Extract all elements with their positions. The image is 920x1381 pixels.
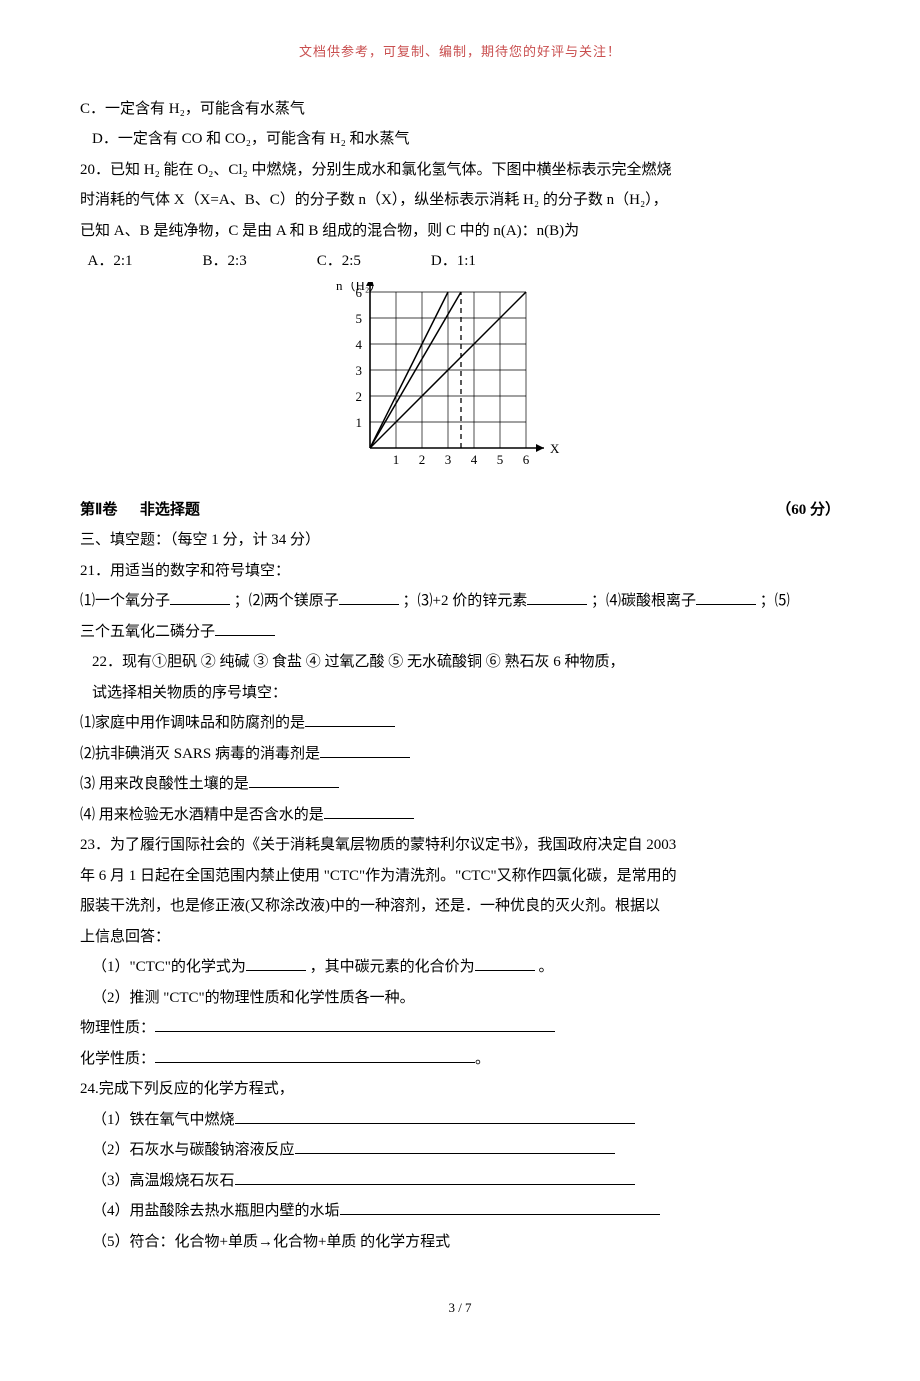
svg-text:n（H₂）: n（H₂） — [336, 282, 382, 293]
blank — [324, 801, 414, 819]
q23-chem-end: 。 — [475, 1051, 490, 1067]
q22-3: ⑶ 用来改良酸性土壤的是 — [80, 770, 840, 799]
q21-2: ；⑵两个镁原子 — [234, 593, 339, 609]
q22-1-text: ⑴家庭中用作调味品和防腐剂的是 — [80, 715, 305, 731]
q23-d: 上信息回答： — [80, 923, 840, 952]
q19-opt-d: D．一定含有 CO 和 CO₂，可能含有 H₂ 和水蒸气 — [80, 125, 840, 154]
q21-1: ⑴一个氧分子 — [80, 593, 170, 609]
blank — [235, 1106, 635, 1124]
q20-opt-c: C．2:5 — [317, 247, 361, 276]
q23-b: 年 6 月 1 日起在全国范围内禁止使用 "CTC"作为清洗剂。"CTC"又称作… — [80, 862, 840, 891]
blank — [696, 588, 756, 606]
svg-text:5: 5 — [356, 311, 363, 326]
q24-1: （1）铁在氧气中燃烧 — [80, 1106, 840, 1135]
q20-line1: 20．已知 H₂ 能在 O₂、Cl₂ 中燃烧，分别生成水和氯化氢气体。下图中横坐… — [80, 156, 840, 185]
q23-2: （2）推测 "CTC"的物理性质和化学性质各一种。 — [80, 984, 840, 1013]
q24-intro: 24.完成下列反应的化学方程式， — [80, 1075, 840, 1104]
blank — [475, 954, 535, 972]
q22-3-text: ⑶ 用来改良酸性土壤的是 — [80, 776, 249, 792]
q19-opt-c: C．一定含有 H₂，可能含有水蒸气 — [80, 95, 840, 124]
q21-row: ⑴一个氧分子 ；⑵两个镁原子 ；⑶+2 价的锌元素 ；⑷碳酸根离子 ；⑸ — [80, 587, 840, 616]
svg-text:2: 2 — [419, 452, 426, 467]
q24-2: （2）石灰水与碳酸钠溶液反应 — [80, 1136, 840, 1165]
svg-text:X: X — [550, 441, 560, 456]
svg-text:1: 1 — [356, 415, 363, 430]
q22-2: ⑵抗非碘消灭 SARS 病毒的消毒剂是 — [80, 740, 840, 769]
q24-5: （5）符合：化合物+单质→化合物+单质 的化学方程式 — [80, 1228, 840, 1257]
q23-1c: 。 — [538, 959, 553, 975]
q20-opt-d: D．1:1 — [431, 247, 476, 276]
blank — [155, 1015, 555, 1033]
blank — [340, 1198, 660, 1216]
q20-chart: 123456123456Xn（H₂） — [330, 282, 590, 492]
q20-opt-b: B．2:3 — [203, 247, 247, 276]
svg-text:2: 2 — [356, 389, 363, 404]
blank — [155, 1045, 475, 1063]
header-note: 文档供参考，可复制、编制，期待您的好评与关注！ — [80, 40, 840, 65]
svg-text:3: 3 — [356, 363, 363, 378]
svg-text:6: 6 — [523, 452, 530, 467]
blank — [527, 588, 587, 606]
q23-phys-label: 物理性质： — [80, 1020, 155, 1036]
q22-4-text: ⑷ 用来检验无水酒精中是否含水的是 — [80, 807, 324, 823]
section2-right: （60 分） — [776, 496, 840, 525]
q22-1: ⑴家庭中用作调味品和防腐剂的是 — [80, 709, 840, 738]
q23-phys: 物理性质： — [80, 1014, 840, 1043]
blank — [305, 710, 395, 728]
q21-5a: ；⑸ — [760, 593, 790, 609]
section2-label-b: 非选择题 — [140, 502, 200, 518]
q21-row2: 三个五氧化二磷分子 — [80, 618, 840, 647]
blank — [249, 771, 339, 789]
q21-3: ；⑶+2 价的锌元素 — [403, 593, 528, 609]
blank — [295, 1137, 615, 1155]
q22-intro2: 试选择相关物质的序号填空： — [80, 679, 840, 708]
section2-label-a: 第Ⅱ卷 — [80, 502, 117, 518]
svg-text:4: 4 — [471, 452, 478, 467]
blank — [170, 588, 230, 606]
q20-line3: 已知 A、B 是纯净物，C 是由 A 和 B 组成的混合物，则 C 中的 n(A… — [80, 217, 840, 246]
blank — [320, 740, 410, 758]
svg-text:3: 3 — [445, 452, 452, 467]
q23-1a: （1）"CTC"的化学式为 — [92, 959, 246, 975]
fill-header: 三、填空题：（每空 1 分，计 34 分） — [80, 526, 840, 555]
blank — [235, 1167, 635, 1185]
q24-1-text: （1）铁在氧气中燃烧 — [92, 1112, 235, 1128]
svg-text:5: 5 — [497, 452, 504, 467]
q21-5b: 三个五氧化二磷分子 — [80, 624, 215, 640]
q24-3-text: （3）高温煅烧石灰石 — [92, 1173, 235, 1189]
blank — [339, 588, 399, 606]
q23-chem-label: 化学性质： — [80, 1051, 155, 1067]
q24-4: （4）用盐酸除去热水瓶胆内壁的水垢 — [80, 1197, 840, 1226]
blank — [215, 618, 275, 636]
q24-4-text: （4）用盐酸除去热水瓶胆内壁的水垢 — [92, 1203, 340, 1219]
q24-2-text: （2）石灰水与碳酸钠溶液反应 — [92, 1142, 295, 1158]
q23-a: 23．为了履行国际社会的《关于消耗臭氧层物质的蒙特利尔议定书》，我国政府决定自 … — [80, 831, 840, 860]
svg-text:4: 4 — [356, 337, 363, 352]
q23-c: 服装干洗剂，也是修正液(又称涂改液)中的一种溶剂，还是．一种优良的灭火剂。根据以 — [80, 892, 840, 921]
q22-intro: 22．现有①胆矾 ② 纯碱 ③ 食盐 ④ 过氧乙酸 ⑤ 无水硫酸铜 ⑥ 熟石灰 … — [80, 648, 840, 677]
q22-2-text: ⑵抗非碘消灭 SARS 病毒的消毒剂是 — [80, 746, 320, 762]
q21-intro: 21．用适当的数字和符号填空： — [80, 557, 840, 586]
q23-1: （1）"CTC"的化学式为 ，其中碳元素的化合价为 。 — [80, 953, 840, 982]
q22-4: ⑷ 用来检验无水酒精中是否含水的是 — [80, 801, 840, 830]
blank — [246, 954, 306, 972]
q24-3: （3）高温煅烧石灰石 — [80, 1167, 840, 1196]
svg-text:1: 1 — [393, 452, 400, 467]
q20-opt-a: A．2:1 — [88, 247, 133, 276]
section2-left: 第Ⅱ卷 非选择题 — [80, 496, 200, 525]
q20-line2: 时消耗的气体 X（X=A、B、C）的分子数 n（X），纵坐标表示消耗 H₂ 的分… — [80, 186, 840, 215]
page-footer: 3 / 7 — [80, 1296, 840, 1321]
q21-4: ；⑷碳酸根离子 — [591, 593, 696, 609]
q23-1b: ，其中碳元素的化合价为 — [310, 959, 475, 975]
q23-chem: 化学性质： 。 — [80, 1045, 840, 1074]
